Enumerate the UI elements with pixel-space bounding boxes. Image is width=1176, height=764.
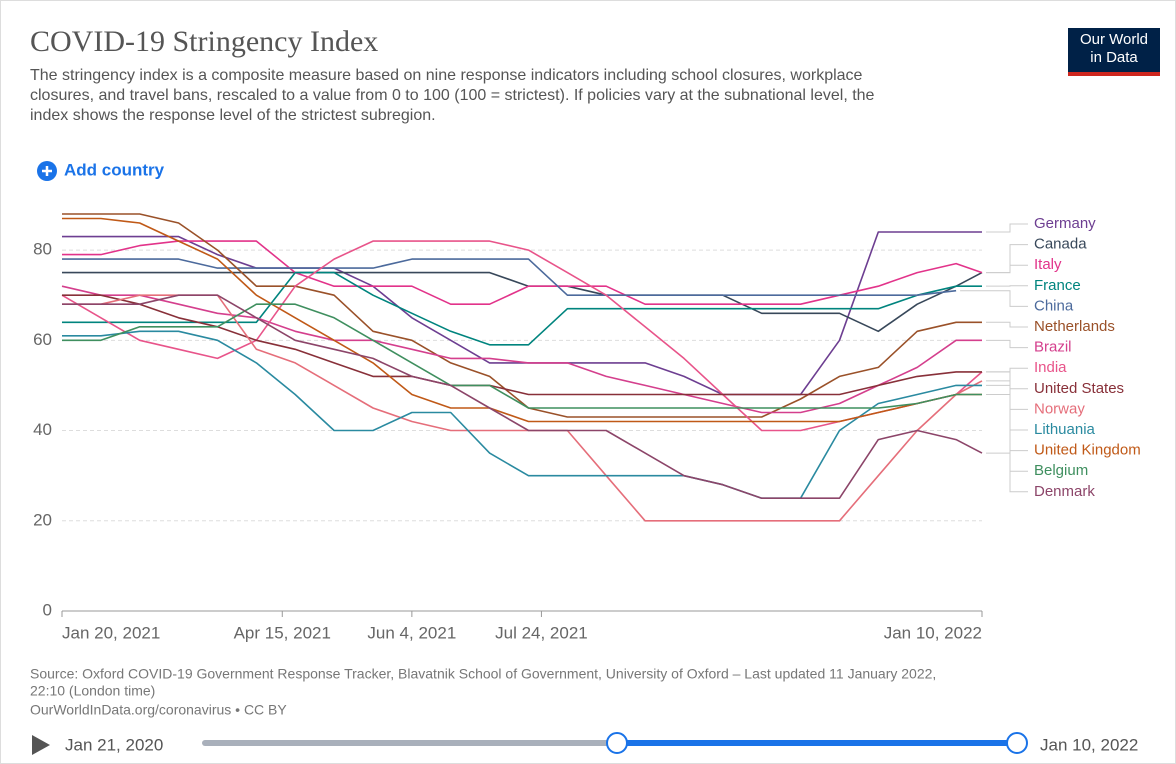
legend-label: Lithuania bbox=[1034, 421, 1096, 438]
legend-label: Norway bbox=[1034, 400, 1085, 417]
timeline-end: Jan 10, 2022 bbox=[1040, 735, 1138, 754]
timeline-handle[interactable] bbox=[1006, 732, 1028, 754]
series-line bbox=[62, 294, 983, 499]
legend-label: Germany bbox=[1034, 215, 1096, 232]
subtitle: closures, and travel bans, rescaled to a… bbox=[30, 87, 875, 104]
legend-label: Brazil bbox=[1034, 339, 1072, 356]
label-connector bbox=[986, 321, 1028, 328]
y-tick-label: 40 bbox=[33, 420, 52, 439]
logo-text: in Data bbox=[1090, 49, 1138, 66]
add-icon-plus bbox=[42, 166, 52, 176]
x-tick-label: Jun 4, 2021 bbox=[367, 623, 456, 642]
play-button[interactable] bbox=[32, 735, 50, 755]
plot: 0 20 40 60 80 Jan 20, 2021 Apr 15, 2021 Jun 4, … bbox=[33, 213, 1141, 642]
legend-label: Italy bbox=[1034, 256, 1062, 273]
series-line bbox=[62, 271, 982, 346]
add-country-button[interactable]: Add country bbox=[37, 160, 165, 181]
chart-title: COVID-19 Stringency Index bbox=[30, 25, 378, 58]
timeline-start: Jan 21, 2020 bbox=[65, 735, 163, 754]
label-connector bbox=[986, 371, 1028, 390]
logo-bar bbox=[1068, 72, 1160, 76]
label-connector bbox=[986, 264, 1028, 274]
legend-label: France bbox=[1034, 277, 1081, 294]
source: Source: Oxford COVID-19 Government Respo… bbox=[30, 666, 936, 682]
y-tick-label: 60 bbox=[33, 330, 52, 349]
label-connector bbox=[986, 393, 1028, 472]
series-line bbox=[62, 303, 982, 409]
y-tick-label: 0 bbox=[43, 600, 52, 619]
series-line bbox=[62, 258, 957, 296]
legend-label: United Kingdom bbox=[1034, 442, 1141, 459]
legend-label: United States bbox=[1034, 380, 1124, 397]
legend-label: Canada bbox=[1034, 236, 1087, 253]
y-tick-label: 80 bbox=[33, 240, 52, 259]
label-connector bbox=[986, 339, 1028, 349]
label-connector bbox=[986, 452, 1028, 493]
source: 22:10 (London time) bbox=[30, 683, 155, 699]
series-line bbox=[61, 285, 982, 414]
series-line bbox=[62, 217, 982, 423]
subtitle: The stringency index is a composite meas… bbox=[30, 67, 863, 84]
label-connector bbox=[960, 290, 1028, 307]
legend-label: India bbox=[1034, 359, 1067, 376]
logo-text: Our World bbox=[1080, 31, 1148, 48]
legend-label: China bbox=[1034, 297, 1074, 314]
logo[interactable]: Our World in Data bbox=[1068, 28, 1160, 76]
x-tick-label: Jul 24, 2021 bbox=[495, 623, 588, 642]
add-country-label: Add country bbox=[64, 160, 165, 179]
x-tick-label: Apr 15, 2021 bbox=[234, 623, 331, 642]
legend-label: Denmark bbox=[1034, 483, 1095, 500]
series-line bbox=[62, 330, 982, 499]
y-tick-label: 20 bbox=[33, 510, 52, 529]
legend-label: Netherlands bbox=[1034, 318, 1115, 335]
source: OurWorldInData.org/coronavirus • CC BY bbox=[30, 702, 287, 718]
logo-box bbox=[1068, 28, 1160, 75]
legend-label: Belgium bbox=[1034, 462, 1088, 479]
label-connector bbox=[986, 223, 1028, 233]
x-tick-label: Jan 20, 2021 bbox=[62, 623, 160, 642]
subtitle: index shows the response level of the st… bbox=[30, 107, 436, 124]
timeline-handle[interactable] bbox=[606, 732, 628, 754]
x-tick-label: Jan 10, 2022 bbox=[884, 623, 982, 642]
